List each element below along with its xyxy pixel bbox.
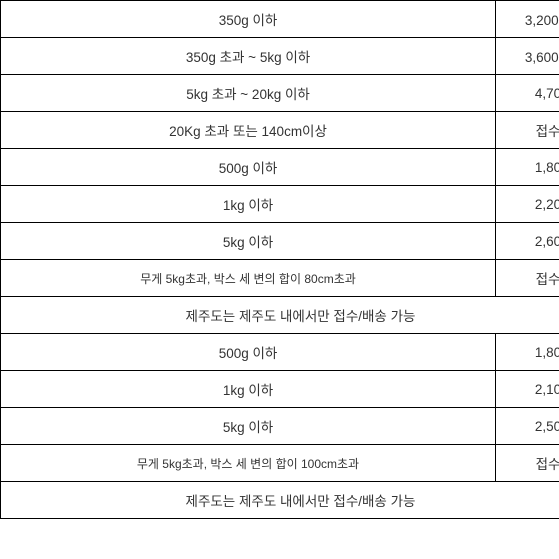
price-cell: 2,10 <box>496 371 559 408</box>
weight-cell: 500g 이하 <box>1 149 496 186</box>
table-row: 500g 이하1,80 <box>1 334 559 371</box>
weight-cell: 5kg 이하 <box>1 408 496 445</box>
table-row: 500g 이하1,80 <box>1 149 559 186</box>
weight-cell: 500g 이하 <box>1 334 496 371</box>
table-row: 5kg 이하2,50 <box>1 408 559 445</box>
table-row: 5kg 이하2,60 <box>1 223 559 260</box>
table-row: 5kg 초과 ~ 20kg 이하4,70 <box>1 75 559 112</box>
pricing-table: 350g 이하3,200원350g 초과 ~ 5kg 이하3,600원5kg 초… <box>0 0 559 519</box>
weight-cell: 무게 5kg초과, 박스 세 변의 합이 100cm초과 <box>1 445 496 482</box>
price-cell: 접수 <box>496 260 559 297</box>
weight-cell: 무게 5kg초과, 박스 세 변의 합이 80cm초과 <box>1 260 496 297</box>
weight-cell: 350g 이하 <box>1 1 496 38</box>
price-cell: 1,80 <box>496 334 559 371</box>
weight-cell: 5kg 초과 ~ 20kg 이하 <box>1 75 496 112</box>
price-cell: 접수 <box>496 112 559 149</box>
table-row: 20Kg 초과 또는 140cm이상접수 <box>1 112 559 149</box>
table-row: 350g 초과 ~ 5kg 이하3,600원 <box>1 38 559 75</box>
weight-cell: 350g 초과 ~ 5kg 이하 <box>1 38 496 75</box>
table-row: 제주도는 제주도 내에서만 접수/배송 가능 <box>1 297 559 334</box>
table-row: 무게 5kg초과, 박스 세 변의 합이 80cm초과접수 <box>1 260 559 297</box>
price-cell: 2,50 <box>496 408 559 445</box>
weight-cell: 5kg 이하 <box>1 223 496 260</box>
price-cell: 1,80 <box>496 149 559 186</box>
price-cell: 3,600원 <box>496 38 559 75</box>
weight-cell: 20Kg 초과 또는 140cm이상 <box>1 112 496 149</box>
price-cell: 4,70 <box>496 75 559 112</box>
price-cell: 2,20 <box>496 186 559 223</box>
table-row: 무게 5kg초과, 박스 세 변의 합이 100cm초과접수 <box>1 445 559 482</box>
span-cell: 제주도는 제주도 내에서만 접수/배송 가능 <box>1 297 559 334</box>
table-row: 350g 이하3,200원 <box>1 1 559 38</box>
weight-cell: 1kg 이하 <box>1 186 496 223</box>
weight-cell: 1kg 이하 <box>1 371 496 408</box>
table-row: 1kg 이하2,20 <box>1 186 559 223</box>
price-cell: 3,200원 <box>496 1 559 38</box>
price-cell: 접수 <box>496 445 559 482</box>
table-row: 제주도는 제주도 내에서만 접수/배송 가능 <box>1 482 559 519</box>
price-cell: 2,60 <box>496 223 559 260</box>
span-cell: 제주도는 제주도 내에서만 접수/배송 가능 <box>1 482 559 519</box>
table-row: 1kg 이하2,10 <box>1 371 559 408</box>
